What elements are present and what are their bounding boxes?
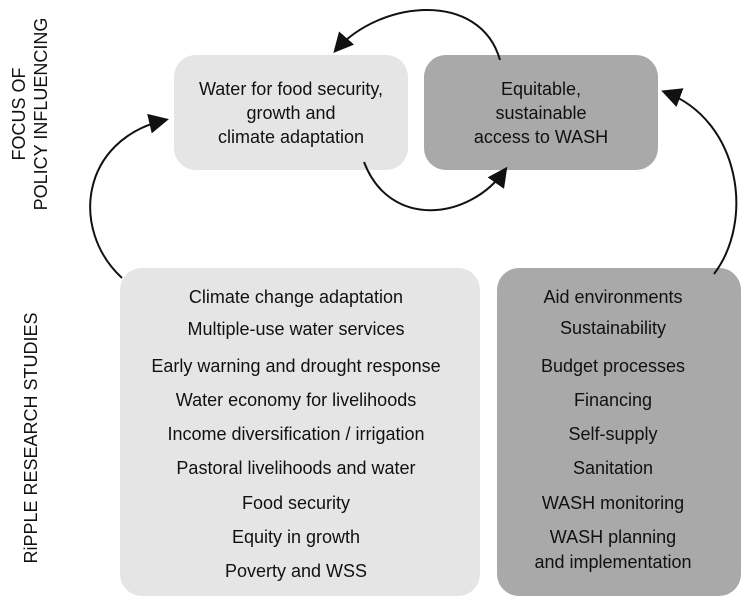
arrow: [89, 113, 169, 279]
list-item: Equity in growth: [232, 527, 360, 547]
node-box: [174, 55, 408, 170]
boxes: [120, 55, 741, 596]
list-box: [497, 268, 741, 596]
list-item: Income diversification / irrigation: [167, 424, 424, 444]
list-item: Self-supply: [568, 424, 657, 444]
node-box: [424, 55, 658, 170]
arrow: [661, 88, 738, 275]
list-item: Pastoral livelihoods and water: [176, 458, 415, 478]
side-label: POLICY INFLUENCING: [31, 18, 51, 211]
list-item: Poverty and WSS: [225, 561, 367, 581]
arrows: [89, 9, 738, 279]
list-item: Sustainability: [560, 318, 666, 338]
node-label: Equitable,: [501, 79, 581, 99]
list-item: Multiple-use water services: [187, 319, 404, 339]
node-label: sustainable: [495, 103, 586, 123]
list-item: Aid environments: [543, 287, 682, 307]
list-item: Sanitation: [573, 458, 653, 478]
side-label: RiPPLE RESEARCH STUDIES: [21, 312, 41, 563]
list-item: Water economy for livelihoods: [176, 390, 416, 410]
node-label: Water for food security,: [199, 79, 383, 99]
arrow: [333, 9, 501, 61]
arrow: [363, 161, 508, 212]
list-box: [120, 268, 480, 596]
node-label: access to WASH: [474, 127, 608, 147]
list-item: WASH monitoring: [542, 493, 684, 513]
list-item: and implementation: [534, 552, 691, 572]
list-item: Budget processes: [541, 356, 685, 376]
node-label: climate adaptation: [218, 127, 364, 147]
list-item: WASH planning: [550, 527, 676, 547]
list-item: Financing: [574, 390, 652, 410]
list-item: Climate change adaptation: [189, 287, 403, 307]
list-item: Early warning and drought response: [151, 356, 440, 376]
node-label: growth and: [246, 103, 335, 123]
side-label: FOCUS OF: [9, 67, 29, 160]
list-item: Food security: [242, 493, 350, 513]
